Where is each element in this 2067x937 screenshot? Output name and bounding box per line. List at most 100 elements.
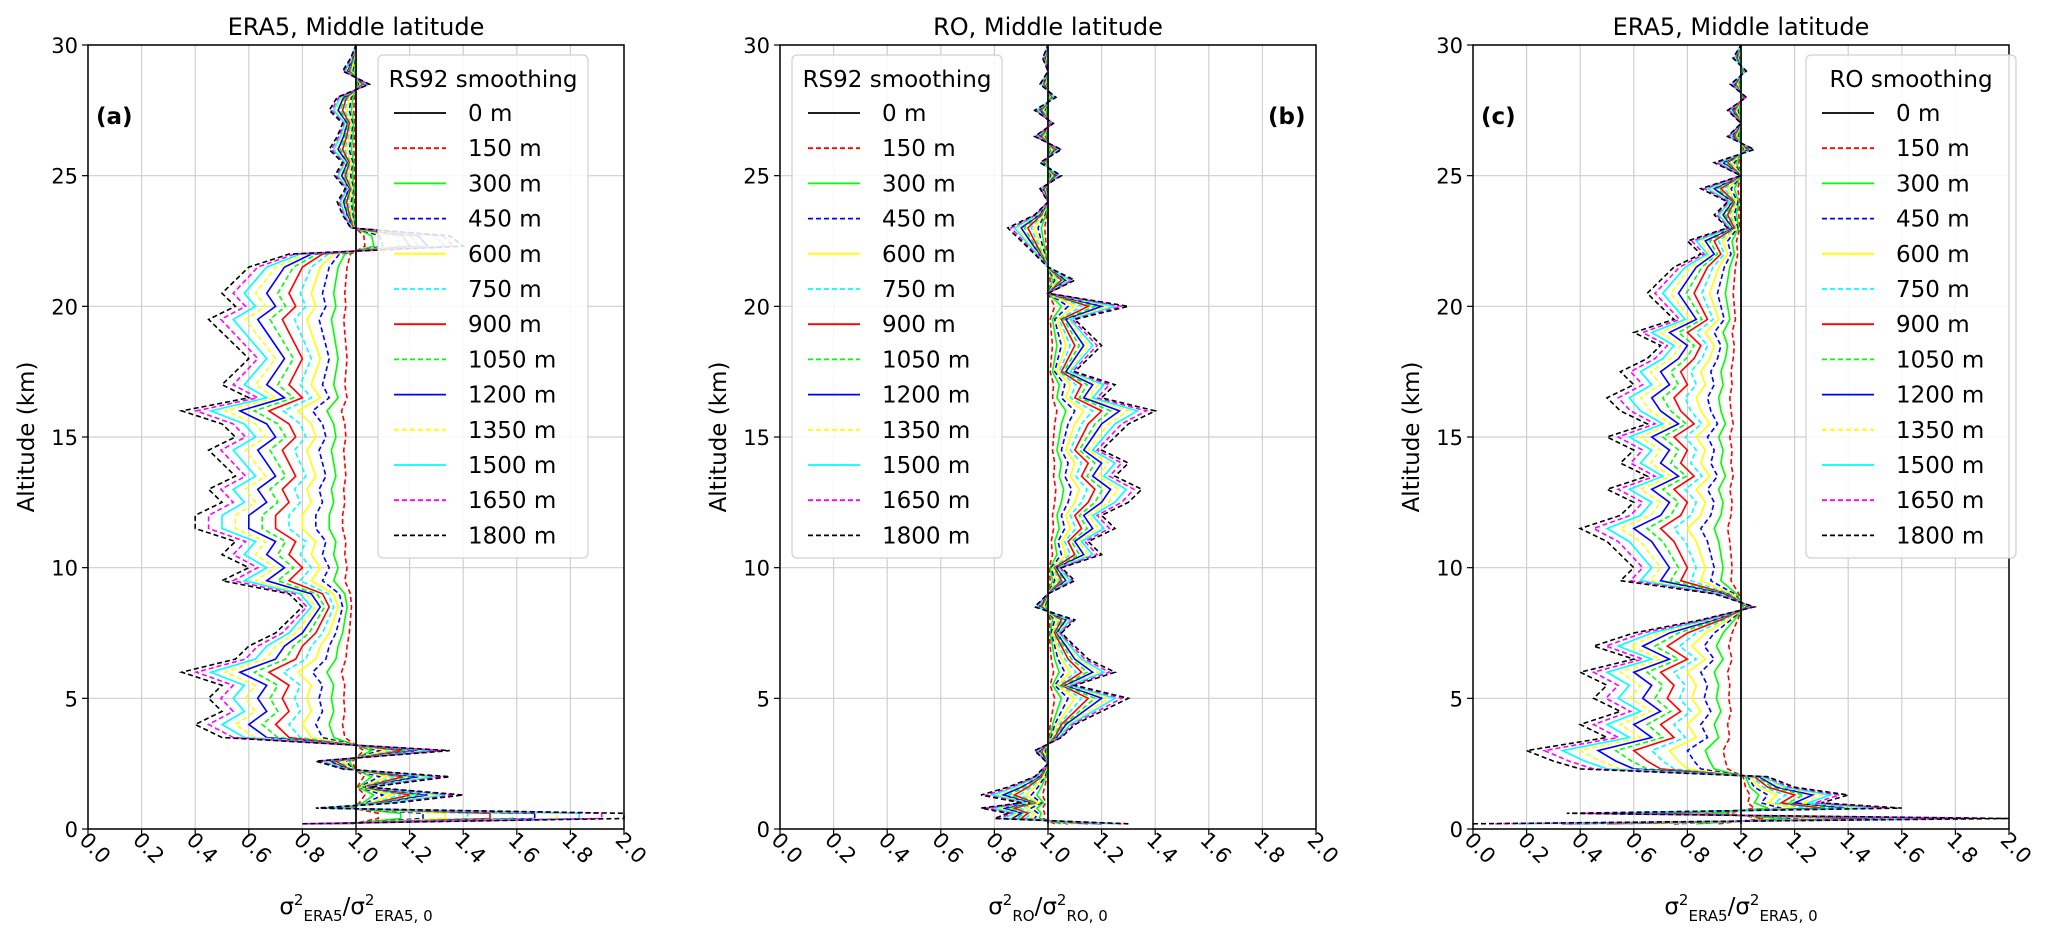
- y-tick-label: 20: [743, 295, 770, 319]
- panel-a: 0.0 0.2 0.4 0.6 0.8 1.0 1.2 1.4 1.6 1.8 2.0 0 5 10 15…: [14, 13, 651, 925]
- x-tick-label: 2.0: [1303, 828, 1344, 869]
- legend-label: 300 m: [882, 171, 956, 197]
- legend-label: 750 m: [468, 277, 542, 303]
- legend-label: 1500 m: [468, 453, 556, 479]
- legend-label: 1050 m: [882, 347, 970, 373]
- x-tick-label: 0.6: [235, 828, 276, 869]
- legend-box: [1805, 54, 2017, 559]
- x-tick-label: 1.2: [1088, 828, 1129, 869]
- legend-label: 450 m: [468, 207, 542, 233]
- y-tick-label: 10: [51, 557, 78, 581]
- profile-line-1200m: [1562, 44, 1920, 825]
- y-tick-label: 30: [743, 34, 770, 58]
- legend-label: 1350 m: [882, 418, 970, 444]
- legend-label: 600 m: [1896, 242, 1970, 268]
- legend-label: 1800 m: [882, 523, 970, 549]
- legend-label: 150 m: [468, 136, 542, 162]
- y-tick-label: 0: [1450, 818, 1463, 842]
- x-tick-label: 1.8: [557, 828, 598, 869]
- y-tick-label: 5: [65, 687, 78, 711]
- y-axis-label-a: Altitude (km): [14, 362, 40, 513]
- legend-label: 450 m: [882, 207, 956, 233]
- profile-line-1800m: [980, 44, 1158, 825]
- legend-title: RS92 smoothing: [389, 67, 578, 93]
- x-tick-label: 1.4: [1835, 828, 1876, 869]
- legend-label: 1200 m: [1896, 383, 1984, 409]
- legend-label: 900 m: [468, 312, 542, 338]
- legend-label: 1350 m: [1896, 418, 1984, 444]
- legend-label: 750 m: [882, 277, 956, 303]
- x-tick-label: 2.0: [611, 828, 652, 869]
- legend-label: 0 m: [882, 101, 926, 127]
- x-tick-label: 0.6: [927, 828, 968, 869]
- profile-line-150m: [1718, 44, 1764, 825]
- x-tick-label: 1.6: [1888, 828, 1929, 869]
- y-tick-label: 20: [51, 295, 78, 319]
- profile-line-1800m: [178, 44, 625, 825]
- profile-line-750m: [1629, 44, 1853, 825]
- legend-label: 1650 m: [468, 488, 556, 514]
- profile-line-1050m: [1005, 44, 1113, 825]
- x-tick-label: 1.4: [1142, 828, 1183, 869]
- legend-label: 300 m: [468, 171, 542, 197]
- y-ticks-b: 0 5 10 15 20 25 30: [743, 34, 780, 842]
- y-tick-label: 25: [743, 165, 770, 189]
- profile-line-600m: [296, 44, 447, 825]
- chart-title-b: RO, Middle latitude: [933, 13, 1163, 41]
- y-tick-label: 25: [1436, 165, 1463, 189]
- legend-label: 1650 m: [1896, 488, 1984, 514]
- y-tick-label: 30: [1436, 34, 1463, 58]
- profile-line-1500m: [208, 44, 581, 825]
- y-tick-label: 0: [65, 818, 78, 842]
- legend-b: RS92 smoothing 0 m 150 m 300 m 450 m 600 m 750…: [791, 54, 1003, 559]
- y-tick-label: 15: [743, 426, 770, 450]
- x-tick-label: 0.0: [75, 828, 116, 869]
- legend-label: 450 m: [1896, 207, 1970, 233]
- x-tick-label: 1.0: [1728, 828, 1769, 869]
- x-tick-label: 0.8: [981, 828, 1022, 869]
- panel-b: 0.0 0.2 0.4 0.6 0.8 1.0 1.2 1.4 1.6 1.8 2.0 0 5 10 15…: [706, 13, 1343, 925]
- profile-line-750m: [281, 44, 469, 825]
- profile-line-450m: [311, 44, 424, 825]
- profile-line-1050m: [1584, 44, 1898, 825]
- y-tick-label: 30: [51, 34, 78, 58]
- x-tick-label: 0.2: [820, 828, 861, 869]
- x-tick-label: 1.2: [1781, 828, 1822, 869]
- x-tick-label: 0.4: [874, 828, 915, 869]
- profile-line-1800m: [1472, 44, 2010, 825]
- profiles-a: [178, 44, 625, 829]
- y-tick-label: 15: [51, 426, 78, 450]
- profile-line-150m: [340, 44, 380, 825]
- legend-label: 1800 m: [468, 523, 556, 549]
- x-tick-label: 0.4: [182, 828, 223, 869]
- profile-line-1650m: [983, 44, 1149, 825]
- profile-line-900m: [1606, 44, 1876, 825]
- legend-label: 1050 m: [1896, 347, 1984, 373]
- panel-c: 0.0 0.2 0.4 0.6 0.8 1.0 1.2 1.4 1.6 1.8 2.0 0 5 10 15…: [1399, 13, 2036, 925]
- legend-label: 900 m: [1896, 312, 1970, 338]
- x-tick-label: 1.0: [343, 828, 384, 869]
- x-axis-label-a: σ2ERA5/σ2ERA5, 0: [279, 891, 432, 925]
- y-tick-label: 25: [51, 165, 78, 189]
- legend-box: [377, 54, 589, 559]
- profile-line-450m: [1673, 44, 1809, 825]
- legend-label: 300 m: [1896, 171, 1970, 197]
- legend-label: 1650 m: [882, 488, 970, 514]
- y-ticks-a: 0 5 10 15 20 25 30: [51, 34, 88, 842]
- y-tick-label: 10: [743, 557, 770, 581]
- profile-line-300m: [1696, 44, 1786, 825]
- legend-label: 1200 m: [882, 383, 970, 409]
- legend-label: 0 m: [468, 101, 512, 127]
- legend-label: 150 m: [882, 136, 956, 162]
- y-axis-label-c: Altitude (km): [1399, 362, 1425, 513]
- profile-line-600m: [1651, 44, 1831, 825]
- panel-label-b: (b): [1268, 104, 1306, 130]
- legend-label: 1200 m: [468, 383, 556, 409]
- legend-a: RS92 smoothing 0 m 150 m 300 m 450 m 600 m 750…: [377, 54, 589, 559]
- y-ticks-c: 0 5 10 15 20 25 30: [1436, 34, 1473, 842]
- legend-label: 1050 m: [468, 347, 556, 373]
- profile-line-300m: [326, 44, 402, 825]
- legend-label: 0 m: [1896, 101, 1940, 127]
- y-tick-label: 0: [757, 818, 770, 842]
